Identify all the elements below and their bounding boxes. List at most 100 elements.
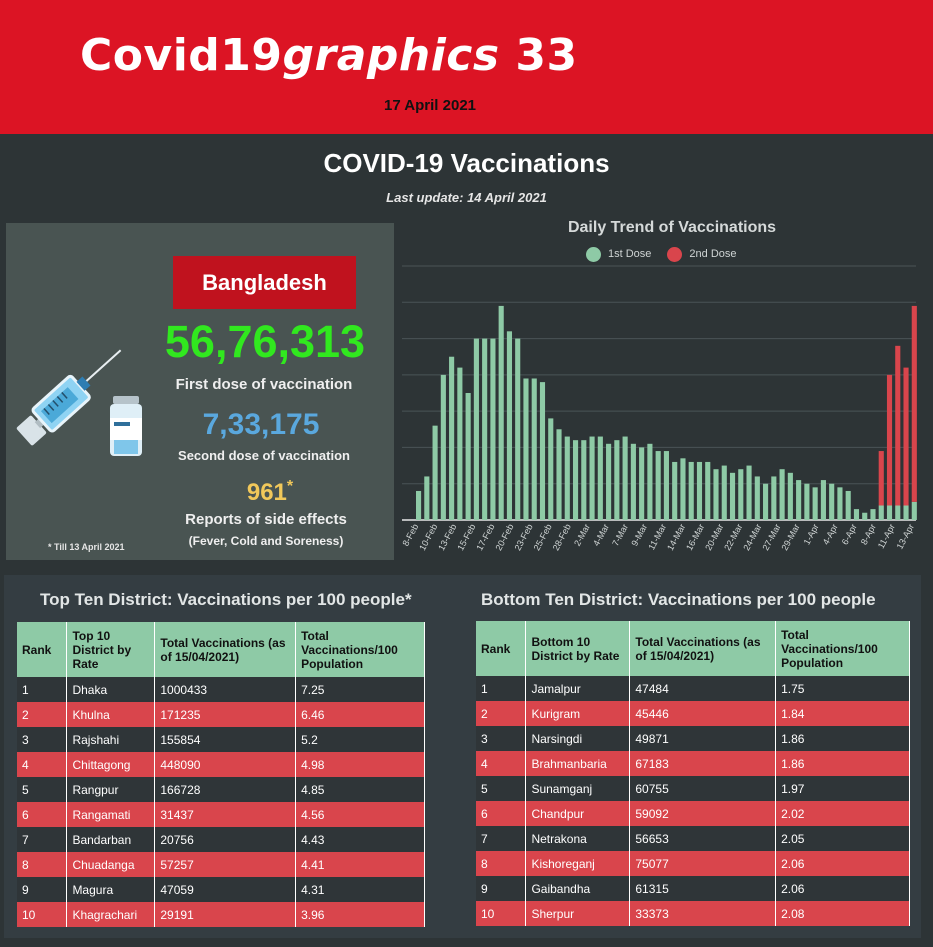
table-row: 9 Magura 47059 4.31 [17, 877, 425, 902]
legend-item-first: 1st Dose [586, 246, 651, 262]
page-title: COVID-19 Vaccinations [323, 148, 610, 178]
bottom-district-table: Rank Bottom 10 District by Rate Total Va… [476, 621, 910, 926]
bar-first-dose [754, 476, 760, 520]
x-tick-label: 2-Mar [572, 522, 592, 547]
cell-total: 61315 [629, 876, 777, 901]
bar-first-dose [523, 378, 529, 520]
table-row: 5 Sunamganj 60755 1.97 [476, 776, 910, 801]
cell-rank: 10 [17, 902, 68, 927]
bar-first-dose [482, 338, 488, 520]
bar-first-dose [837, 487, 843, 520]
col-header-total: Total Vaccinations (as of 15/04/2021) [154, 622, 297, 677]
bottom-table-title: Bottom Ten District: Vaccinations per 10… [481, 590, 876, 609]
cell-rank: 7 [17, 827, 68, 852]
cell-rate: 4.98 [295, 752, 425, 777]
cell-rate: 4.31 [295, 877, 425, 902]
cell-total: 171235 [154, 702, 297, 727]
table-row: 9 Gaibandha 61315 2.06 [476, 876, 910, 901]
bar-second-dose [886, 374, 893, 506]
cell-total: 49871 [629, 726, 777, 751]
table-row: 2 Khulna 171235 6.46 [17, 702, 425, 727]
table-row: 8 Chuadanga 57257 4.41 [17, 852, 425, 877]
table-row: 10 Sherpur 33373 2.08 [476, 901, 910, 926]
bar-first-dose [539, 382, 546, 520]
bar-first-dose [548, 418, 554, 520]
bar-first-dose [812, 487, 818, 520]
cell-rank: 6 [17, 802, 68, 827]
cell-rate: 1.86 [775, 726, 910, 751]
cell-rank: 3 [476, 726, 527, 751]
cell-total: 56653 [629, 826, 777, 851]
cell-district: Khagrachari [66, 902, 156, 927]
side-effects-sub: (Fever, Cold and Soreness) [188, 534, 344, 548]
bar-first-dose [465, 393, 471, 520]
syringe-vial-icon [16, 349, 142, 456]
first-dose-label: First dose of vaccination [175, 376, 353, 393]
bar-first-dose [729, 472, 736, 520]
cell-rate: 1.75 [775, 676, 910, 701]
cell-rate: 4.85 [295, 777, 425, 802]
first-dose-count: 56,76,313 [164, 316, 366, 367]
cell-rank: 5 [476, 776, 527, 801]
side-effects-label: Reports of side effects [185, 511, 347, 528]
table-row: 5 Rangpur 166728 4.85 [17, 777, 425, 802]
bar-first-dose [779, 469, 785, 520]
brand-italic: graphics [282, 30, 500, 81]
table-row: 10 Khagrachari 29191 3.96 [17, 902, 425, 927]
cell-district: Dhaka [66, 677, 156, 702]
table-header-row: Rank Bottom 10 District by Rate Total Va… [476, 621, 910, 676]
bar-first-dose [416, 490, 422, 520]
cell-district: Jamalpur [525, 676, 631, 701]
bar-first-dose [862, 512, 868, 520]
cell-total: 75077 [629, 851, 777, 876]
x-tick-label: 1-Apr [802, 522, 821, 546]
table-row: 4 Brahmanbaria 67183 1.86 [476, 751, 910, 776]
table-row: 7 Bandarban 20756 4.43 [17, 827, 425, 852]
cell-district: Rajshahi [66, 727, 156, 752]
cell-total: 57257 [154, 852, 297, 877]
table-row: 6 Chandpur 59092 2.02 [476, 801, 910, 826]
legend-swatch-first [586, 246, 601, 262]
table-header-row: Rank Top 10 District by Rate Total Vacci… [17, 622, 425, 677]
cell-rate: 2.06 [775, 876, 910, 901]
cell-total: 166728 [154, 777, 297, 802]
bar-first-dose [895, 505, 901, 520]
bar-first-dose [820, 480, 826, 520]
cell-rank: 1 [17, 677, 68, 702]
col-header-rank: Rank [17, 622, 68, 677]
bar-first-dose [680, 458, 686, 520]
cell-rank: 1 [476, 676, 527, 701]
bar-first-dose [630, 443, 636, 520]
bar-second-dose [903, 367, 909, 506]
cell-rank: 9 [476, 876, 527, 901]
side-effects-mark: * [286, 478, 294, 495]
top-table-title: Top Ten District: Vaccinations per 100 p… [40, 590, 412, 609]
bar-first-dose [721, 465, 727, 520]
x-tick-label: 6-Apr [840, 522, 859, 546]
brand-plain: Covid19 [80, 30, 283, 81]
cell-district: Sunamganj [525, 776, 631, 801]
bar-first-dose [787, 472, 793, 520]
cell-district: Netrakona [525, 826, 631, 851]
table-row: 6 Rangamati 31437 4.56 [17, 802, 425, 827]
bar-first-dose [498, 305, 504, 520]
col-header-rank: Rank [476, 621, 527, 676]
cell-district: Bandarban [66, 827, 156, 852]
bar-first-dose [853, 509, 860, 520]
bar-first-dose [845, 490, 851, 520]
last-update: Last update: 14 April 2021 [386, 190, 547, 205]
table-row: 3 Rajshahi 155854 5.2 [17, 727, 425, 752]
cell-total: 31437 [154, 802, 297, 827]
cell-district: Khulna [66, 702, 156, 727]
col-header-rate: Total Vaccinations/100 Population [775, 621, 910, 676]
cell-rank: 6 [476, 801, 527, 826]
cell-total: 1000433 [154, 677, 297, 702]
bar-first-dose [490, 338, 496, 520]
bar-first-dose [432, 425, 438, 520]
x-tick-label: 4-Apr [821, 522, 840, 546]
bar-first-dose [515, 338, 521, 520]
footnote: * Till 13 April 2021 [48, 542, 125, 552]
chart-title: Daily Trend of Vaccinations [567, 219, 777, 236]
cell-rank: 4 [17, 752, 68, 777]
x-tick-label: 8-Feb [400, 522, 420, 547]
